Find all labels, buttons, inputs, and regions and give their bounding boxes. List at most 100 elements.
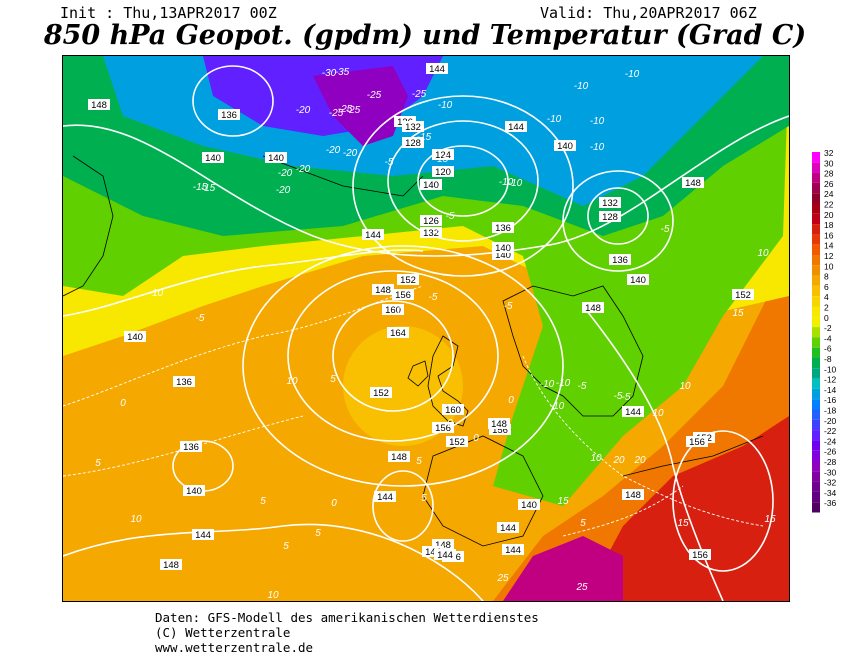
temperature-label: -10 xyxy=(590,116,605,127)
legend-swatch xyxy=(812,481,820,492)
temperature-label: -5 xyxy=(661,224,670,235)
temperature-labels: -30-25-25-20-25-25-20-20-20-15-15 -10-10-… xyxy=(95,67,776,601)
temperature-label: 0 xyxy=(447,418,453,429)
geopotential-label: 140 xyxy=(183,485,205,497)
geopotential-label: 152 xyxy=(732,289,754,301)
temperature-label: -5 xyxy=(622,392,631,403)
legend-swatch xyxy=(812,399,820,410)
temperature-label: -25 xyxy=(367,90,382,101)
svg-text:140: 140 xyxy=(495,250,511,261)
temperature-label: 0 xyxy=(397,306,403,317)
temperature-legend: 32302826242220181614121086420-2-4-6-8-10… xyxy=(812,148,837,513)
legend-label: 10 xyxy=(824,261,834,271)
legend-label: -4 xyxy=(824,333,832,343)
chart-title: 850 hPa Geopot. (gpdm) und Temperatur (G… xyxy=(43,20,807,51)
legend-swatch xyxy=(812,172,820,183)
geopotential-label: 156 xyxy=(489,424,511,436)
temperature-label: -20 xyxy=(276,185,291,196)
legend-label: -26 xyxy=(824,447,837,457)
temperature-label: -20 xyxy=(326,145,341,156)
geopotential-label: 156 xyxy=(689,549,711,561)
geopotential-label: 140 xyxy=(627,274,649,286)
svg-text:148: 148 xyxy=(585,303,601,314)
temperature-label: 10 xyxy=(679,381,691,392)
temperature-label: -15 xyxy=(417,132,432,143)
svg-text:140: 140 xyxy=(127,332,143,343)
legend-swatch xyxy=(812,347,820,358)
legend-label: 22 xyxy=(824,200,834,210)
legend-swatch xyxy=(812,337,820,348)
svg-text:148: 148 xyxy=(91,100,107,111)
temperature-label: 25 xyxy=(575,582,588,593)
legend-label: 18 xyxy=(824,220,834,230)
valid-time: Valid: Thu,20APR2017 06Z xyxy=(540,4,757,22)
geopotential-label: 148 xyxy=(372,284,394,296)
geopotential-label: 144 xyxy=(497,522,519,534)
svg-text:148: 148 xyxy=(391,452,407,463)
geopotential-label: 144 xyxy=(434,549,456,561)
temperature-label: 10 xyxy=(757,248,769,259)
svg-text:144: 144 xyxy=(500,523,516,534)
geopotential-label: 144 xyxy=(422,546,444,558)
legend-swatch xyxy=(812,193,820,204)
legend-swatch xyxy=(812,327,820,338)
temperature-label: 0 xyxy=(508,395,514,406)
legend-label: 32 xyxy=(824,148,834,158)
geopotential-label: 160 xyxy=(382,304,404,316)
svg-text:156: 156 xyxy=(689,437,705,448)
temperature-label: -25 xyxy=(329,108,344,119)
temp-zone-arctic-core xyxy=(313,66,408,146)
legend-swatch xyxy=(812,224,820,235)
legend-label: -2 xyxy=(824,323,832,333)
svg-text:144: 144 xyxy=(508,122,524,133)
temperature-label: -10 xyxy=(625,69,640,80)
temperature-label: 15 xyxy=(677,518,689,529)
svg-text:144: 144 xyxy=(437,550,453,561)
legend-label: -22 xyxy=(824,426,837,436)
legend-label: -36 xyxy=(824,498,837,508)
geopotential-label: 156 xyxy=(686,436,708,448)
geopotential-label: 156 xyxy=(392,289,414,301)
geopotential-label: 140 xyxy=(124,331,146,343)
temperature-label: 10 xyxy=(590,453,602,464)
geopotential-label: 152 xyxy=(397,274,419,286)
temperature-label: -15 xyxy=(193,182,208,193)
svg-text:140: 140 xyxy=(495,243,511,254)
legend-label: -8 xyxy=(824,354,832,364)
geopotential-label: 144 xyxy=(502,544,524,556)
temperature-label: 5 xyxy=(421,493,427,504)
temperature-label: 20 xyxy=(633,455,646,466)
svg-text:132: 132 xyxy=(405,122,421,133)
svg-text:140: 140 xyxy=(630,275,646,286)
legend-swatch xyxy=(812,244,820,255)
temperature-label: -10 xyxy=(508,178,523,189)
geopotential-label: 156 xyxy=(432,422,454,434)
svg-text:144: 144 xyxy=(505,545,521,556)
geopotential-label: 148 xyxy=(160,559,182,571)
svg-text:124: 124 xyxy=(435,150,451,161)
legend-label: -28 xyxy=(824,457,837,467)
legend-label: -16 xyxy=(824,395,837,405)
geopotential-label: 148 xyxy=(622,489,644,501)
temperature-label: -10 xyxy=(574,81,589,92)
geopotential-label: 132 xyxy=(402,121,424,133)
legend-swatch xyxy=(812,368,820,379)
temperature-label: 15 xyxy=(732,308,744,319)
temperature-label: 5 xyxy=(580,518,586,529)
legend-swatch xyxy=(812,296,820,307)
geopotential-label: 164 xyxy=(387,327,409,339)
legend-label: -20 xyxy=(824,416,837,426)
geopotential-contours xyxy=(63,65,789,601)
legend-label: -14 xyxy=(824,385,837,395)
temp-zone-very-hot xyxy=(503,536,623,601)
legend-swatch xyxy=(812,430,820,441)
temperature-label: 10 xyxy=(286,376,298,387)
temperature-label: -10 xyxy=(149,288,164,299)
geopotential-label: 132 xyxy=(599,197,621,209)
geopotential-label: 126 xyxy=(420,215,442,227)
svg-text:144: 144 xyxy=(625,407,641,418)
geopotential-label: 140 xyxy=(492,249,514,261)
coastlines xyxy=(63,155,764,547)
legend-label: -24 xyxy=(824,436,837,446)
geopotential-label: 152 xyxy=(370,387,392,399)
